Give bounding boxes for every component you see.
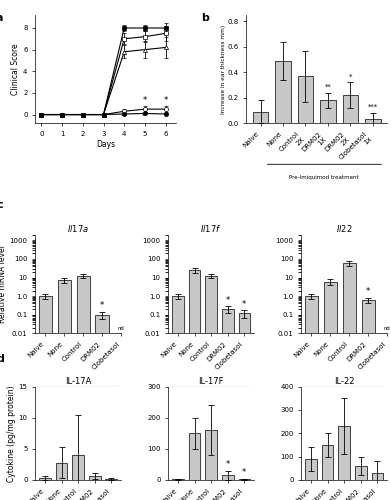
Bar [322,445,334,480]
Text: *: * [226,296,230,305]
Text: Pre-Imiquimod treatment: Pre-Imiquimod treatment [47,398,109,403]
Text: *: * [226,460,230,469]
Text: nd: nd [384,326,391,331]
Y-axis label: Clinical Score: Clinical Score [11,44,20,95]
Bar [172,296,184,500]
Bar [365,120,381,123]
Bar [56,462,67,480]
Bar [298,76,313,123]
Bar [343,263,356,500]
Bar [305,459,317,480]
Bar [371,473,383,480]
Bar [362,300,375,500]
Text: *: * [242,468,246,477]
Text: b: b [201,13,209,23]
Bar [89,476,100,480]
Title: IL-17A: IL-17A [65,377,91,386]
Text: *: * [366,287,370,296]
Text: *: * [100,302,104,310]
Text: *: * [142,112,145,118]
Bar [338,426,350,480]
Text: d: d [0,354,4,364]
Text: Pre-Imiquimod treatment: Pre-Imiquimod treatment [313,398,375,403]
Bar [355,466,367,480]
Y-axis label: Increase in ear thickness mm): Increase in ear thickness mm) [221,24,226,114]
Title: $\mathit{Il22}$: $\mathit{Il22}$ [336,223,352,234]
Bar [239,313,250,500]
Bar [320,100,336,123]
Bar [205,430,217,480]
Bar [222,309,233,500]
Text: nd: nd [118,326,124,331]
Y-axis label: Cytokine (pg/mg protein): Cytokine (pg/mg protein) [7,385,16,482]
Bar [343,95,358,123]
Text: c: c [0,200,3,210]
Text: ***: *** [368,104,378,110]
Bar [95,314,109,500]
Bar [275,61,291,123]
Text: *: * [163,96,168,106]
Title: $\mathit{Il17a}$: $\mathit{Il17a}$ [67,223,89,234]
Bar [106,479,117,480]
Bar [77,276,90,500]
Bar [57,280,71,500]
Bar [305,296,318,500]
Bar [72,455,84,480]
Title: $\mathit{Il17f}$: $\mathit{Il17f}$ [201,223,222,234]
Text: *: * [143,96,147,106]
Y-axis label: Relative mRNA level: Relative mRNA level [0,245,7,323]
Title: IL-22: IL-22 [334,377,354,386]
Bar [222,476,233,480]
Text: a: a [0,13,3,23]
Title: IL-17F: IL-17F [198,377,224,386]
Bar [189,434,200,480]
Bar [39,478,51,480]
Text: *: * [349,74,352,80]
Text: Pre-Imiquimod treatment: Pre-Imiquimod treatment [180,398,242,403]
Bar [205,276,217,500]
Bar [39,296,52,500]
Text: Pre-Imiquimod treatment: Pre-Imiquimod treatment [289,175,359,180]
Text: **: ** [325,84,331,89]
Text: *: * [242,300,246,309]
X-axis label: Days: Days [96,140,115,148]
Bar [324,282,337,500]
Bar [189,270,200,500]
Bar [253,112,269,123]
